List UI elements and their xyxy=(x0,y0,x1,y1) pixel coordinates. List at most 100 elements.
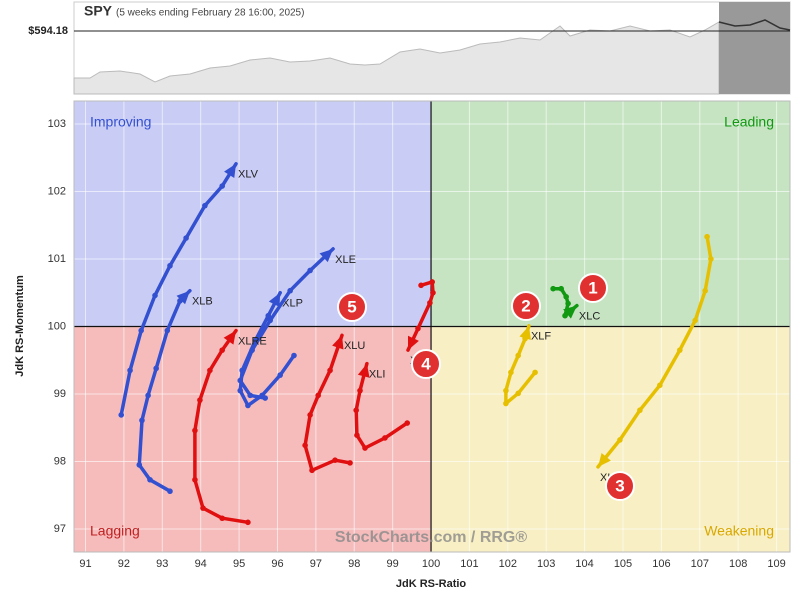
x-tick-label: 109 xyxy=(767,558,785,570)
trail-point xyxy=(167,488,173,495)
annotation-number: 4 xyxy=(421,354,431,373)
x-tick-label: 101 xyxy=(460,558,478,570)
x-tick-label: 94 xyxy=(195,558,207,570)
trail-point xyxy=(237,387,244,394)
series-label: XLB xyxy=(192,296,213,308)
x-tick-label: 97 xyxy=(310,558,322,570)
trail-point xyxy=(307,267,313,274)
trail-point xyxy=(219,347,225,353)
period: (5 weeks ending February 28 16:00, 2025) xyxy=(116,8,304,19)
trail-point xyxy=(415,325,421,332)
trail-point xyxy=(152,292,158,299)
quadrant-label: Leading xyxy=(724,114,774,130)
watermark: StockCharts.com / RRG® xyxy=(335,529,527,546)
trail-point xyxy=(153,365,159,372)
trail-point xyxy=(550,285,556,292)
trail-point xyxy=(277,372,283,378)
x-tick-label: 107 xyxy=(691,558,709,570)
trail-point xyxy=(245,519,251,526)
quadrant-label: Improving xyxy=(90,114,151,130)
trail-point xyxy=(164,327,171,334)
arrow-head xyxy=(332,335,344,350)
trail-point xyxy=(508,369,514,376)
trail-point xyxy=(167,262,173,269)
trail-point xyxy=(657,382,663,389)
arrow-head xyxy=(176,290,190,305)
trail-point xyxy=(287,287,293,294)
trail-point xyxy=(219,515,225,522)
x-tick-label: 99 xyxy=(387,558,399,570)
trail-point xyxy=(427,300,433,306)
y-tick-label: 100 xyxy=(48,320,66,332)
trail-point xyxy=(677,347,683,353)
trail-point xyxy=(136,462,143,468)
trail-point xyxy=(515,352,521,359)
series-label: XLC xyxy=(579,310,600,322)
y-tick-label: 97 xyxy=(54,523,66,535)
symbol: SPY xyxy=(84,3,113,19)
x-tick-label: 106 xyxy=(652,558,670,570)
trail-point xyxy=(207,367,213,374)
series-label: XLP xyxy=(282,298,303,310)
trail-point xyxy=(503,400,509,407)
trail-point xyxy=(563,293,569,300)
x-tick-label: 102 xyxy=(499,558,517,570)
annotation-badge xyxy=(578,273,608,303)
trail-point xyxy=(637,407,643,414)
annotation-badge xyxy=(411,349,441,379)
arrow-head xyxy=(319,248,334,263)
trail-point xyxy=(418,282,424,289)
trail-point xyxy=(503,387,509,394)
arrow-head xyxy=(224,163,237,178)
quadrant xyxy=(431,101,790,327)
trail-point xyxy=(197,397,203,403)
trail-point xyxy=(147,476,153,483)
trail-point xyxy=(429,279,435,285)
y-tick-label: 102 xyxy=(48,185,66,197)
annotation-badge xyxy=(605,471,635,501)
trail-point xyxy=(382,435,388,441)
trail-point xyxy=(362,445,368,451)
trail-point xyxy=(617,437,623,443)
trail-point xyxy=(353,407,359,414)
series-label: XLRE xyxy=(238,335,267,347)
arrow-head xyxy=(519,325,531,340)
arrow-head xyxy=(268,292,281,308)
trail-point xyxy=(262,395,268,401)
trail xyxy=(303,333,352,473)
trail-point xyxy=(354,432,360,438)
trail-point xyxy=(565,300,571,307)
series-label: XLV xyxy=(238,169,259,181)
trail-point xyxy=(515,390,521,397)
annotation-badge xyxy=(511,291,541,321)
trail-point xyxy=(332,457,338,463)
x-tick-label: 96 xyxy=(271,558,283,570)
last-price: $594.18 xyxy=(28,25,68,37)
trail-point xyxy=(704,233,710,240)
trail-point xyxy=(265,312,272,319)
series-label: XLU xyxy=(344,340,365,352)
y-tick-label: 103 xyxy=(48,118,66,130)
arrow-head xyxy=(598,453,611,467)
series-label: XLE xyxy=(335,254,356,266)
x-tick-label: 92 xyxy=(118,558,130,570)
annotation-badge xyxy=(337,292,367,322)
trail-point xyxy=(237,377,244,384)
x-tick-label: 98 xyxy=(348,558,360,570)
trail-point xyxy=(404,420,411,426)
y-tick-label: 99 xyxy=(54,388,66,400)
trail-point xyxy=(347,460,353,466)
x-tick-label: 91 xyxy=(79,558,91,570)
trail-point xyxy=(249,347,255,353)
trail-point xyxy=(145,392,151,399)
quadrant xyxy=(431,326,790,552)
trail-point xyxy=(702,287,708,294)
quadrant xyxy=(74,101,432,327)
series-label: XLI xyxy=(369,369,386,381)
trail-point xyxy=(127,367,133,374)
trail-point xyxy=(245,402,251,409)
trail-point xyxy=(309,467,315,474)
y-axis-label: JdK RS-Momentum xyxy=(14,275,26,377)
trail-point xyxy=(192,476,198,483)
